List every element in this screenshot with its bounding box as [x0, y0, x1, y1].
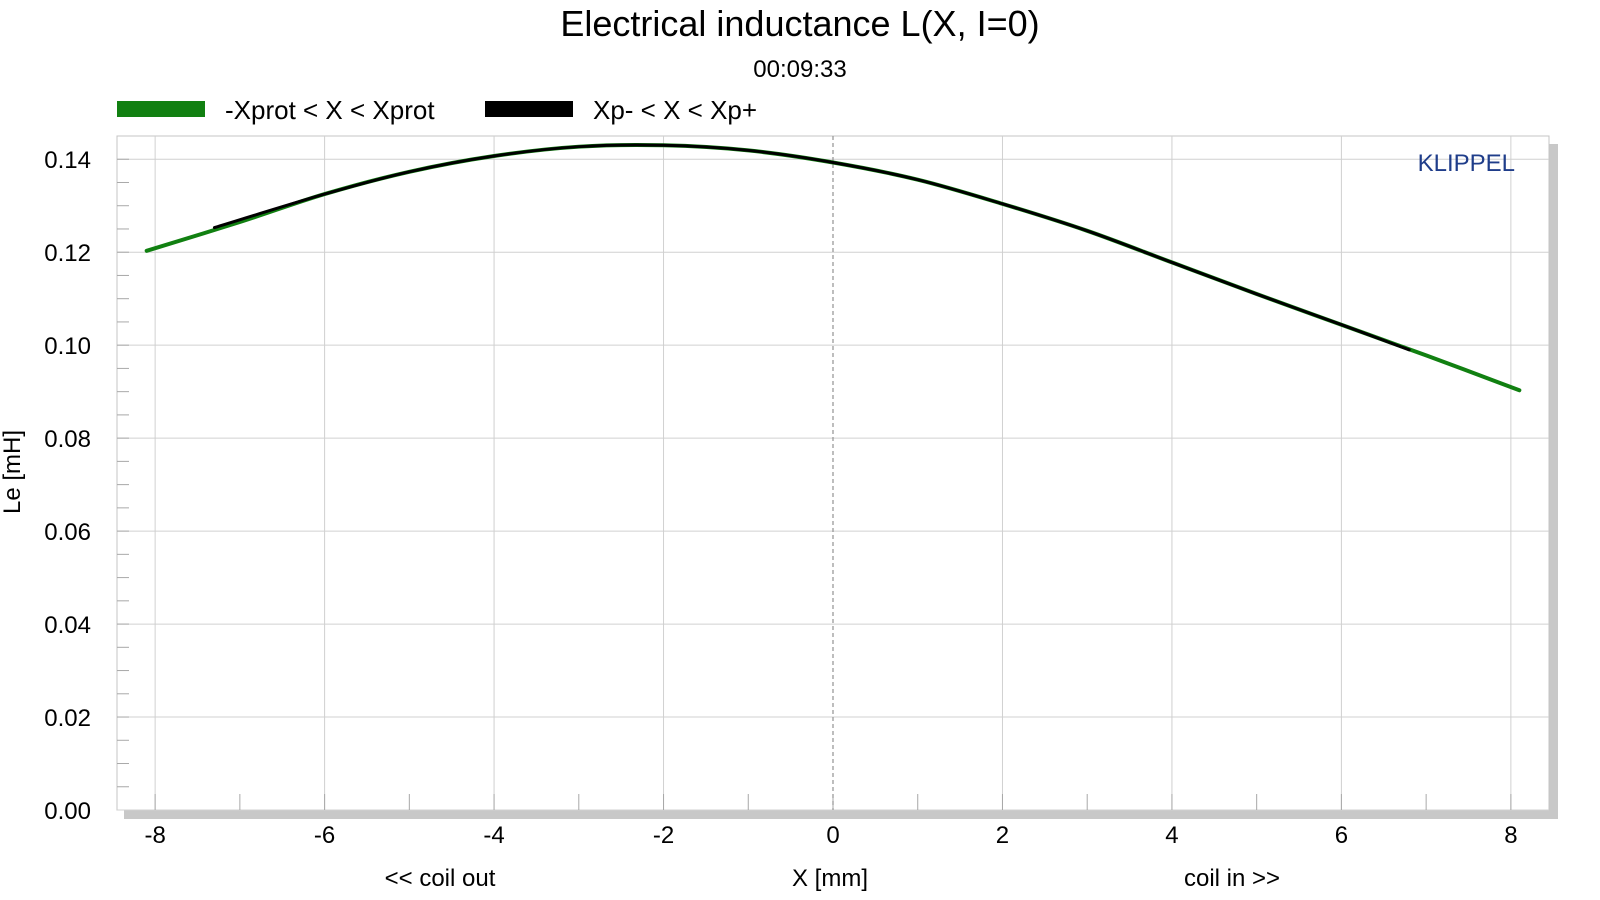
- y-tick-labels: 0.00 0.02 0.04 0.06 0.08 0.10 0.12 0.14: [44, 147, 91, 825]
- y-tick-label: 0.00: [44, 798, 91, 825]
- y-axis-label: Le [mH]: [0, 430, 26, 514]
- chart-timestamp: 00:09:33: [753, 56, 846, 83]
- y-tick-label: 0.02: [44, 705, 91, 732]
- x-tick-label: 2: [996, 822, 1009, 849]
- legend-swatch-xprot: [117, 101, 205, 117]
- legend-label-xp: Xp- < X < Xp+: [593, 95, 757, 125]
- y-tick-label: 0.14: [44, 147, 91, 174]
- y-tick-label: 0.06: [44, 519, 91, 546]
- x-tick-label: 4: [1165, 822, 1178, 849]
- y-tick-label: 0.12: [44, 240, 91, 267]
- x-tick-labels: -8 -6 -4 -2 0 2 4 6 8: [144, 822, 1517, 849]
- x-tick-label: -8: [144, 822, 165, 849]
- x-tick-label: -6: [314, 822, 335, 849]
- series: [144, 142, 1522, 393]
- x-tick-label: -2: [653, 822, 674, 849]
- y-tick-label: 0.10: [44, 333, 91, 360]
- x-axis-label: X [mm]: [792, 865, 868, 892]
- x-tick-label: 0: [826, 822, 839, 849]
- series-line-1: [212, 143, 1411, 352]
- y-tick-label: 0.04: [44, 612, 91, 639]
- klippel-logo-text: KLIPPEL: [1418, 150, 1515, 177]
- legend: -Xprot < X < Xprot Xp- < X < Xp+: [117, 95, 757, 125]
- x-tick-label: 8: [1504, 822, 1517, 849]
- minor-ticks: [117, 158, 1512, 810]
- legend-swatch-xp: [485, 101, 573, 117]
- x-tick-label: 6: [1335, 822, 1348, 849]
- x-tick-label: -4: [483, 822, 504, 849]
- chart-title: Electrical inductance L(X, I=0): [560, 3, 1039, 44]
- x-axis-left-note: << coil out: [385, 865, 496, 892]
- legend-label-xprot: -Xprot < X < Xprot: [225, 95, 435, 125]
- x-axis-right-note: coil in >>: [1184, 865, 1280, 892]
- y-tick-label: 0.08: [44, 426, 91, 453]
